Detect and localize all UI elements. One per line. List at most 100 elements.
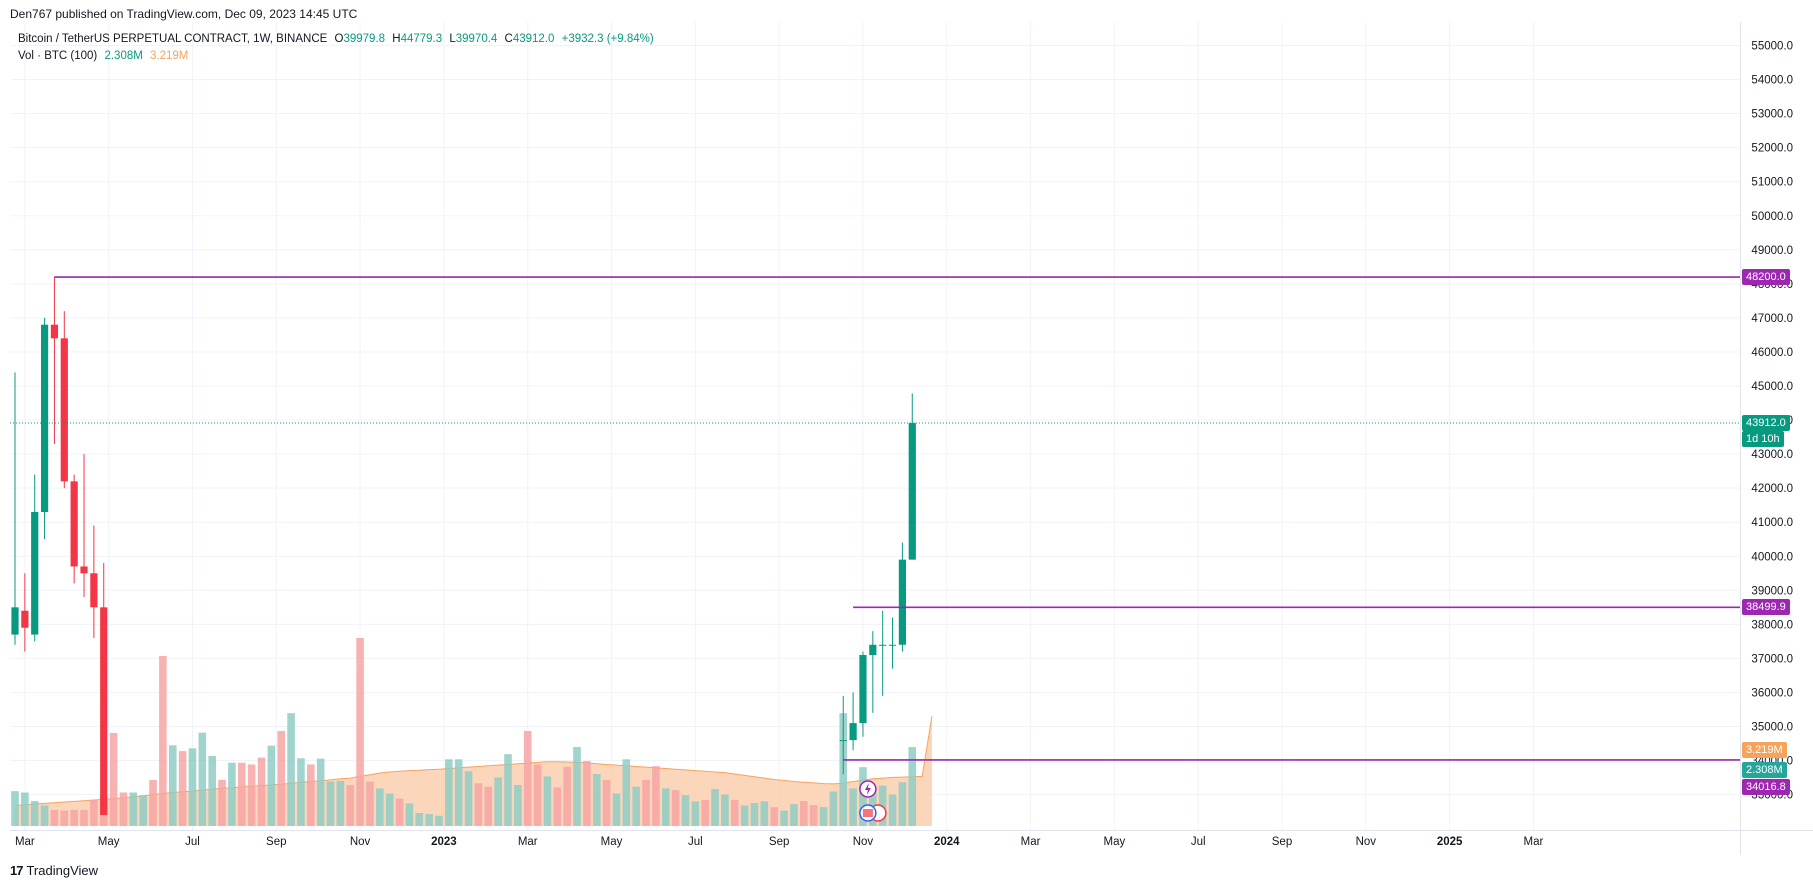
price-tick-label: 39000.0 bbox=[1751, 585, 1793, 597]
volume-bar bbox=[90, 799, 98, 826]
volume-bar bbox=[188, 748, 197, 826]
volume-bar bbox=[563, 766, 571, 826]
volume-bar bbox=[504, 754, 512, 826]
volume-bar bbox=[583, 761, 591, 826]
time-tick-label: Mar bbox=[518, 836, 538, 848]
volume-bar bbox=[681, 795, 690, 826]
volume-bar bbox=[287, 713, 295, 826]
volume-bar bbox=[218, 779, 226, 826]
volume-bar bbox=[484, 786, 493, 826]
volume-bar bbox=[740, 805, 749, 826]
price-tick-label: 41000.0 bbox=[1751, 517, 1793, 529]
volume-label: Vol · BTC (100) bbox=[18, 50, 98, 62]
volume-ma-value: 3.219M bbox=[150, 50, 189, 62]
volume-bar bbox=[661, 788, 670, 826]
time-tick-label: 2025 bbox=[1437, 836, 1463, 848]
price-tick-label: 53000.0 bbox=[1751, 109, 1793, 121]
tradingview-brand[interactable]: 17 TradingView bbox=[10, 863, 98, 878]
volume-bar bbox=[652, 766, 660, 826]
candle-body bbox=[31, 511, 39, 635]
volume-bar bbox=[898, 782, 907, 826]
volume-bar bbox=[908, 747, 917, 826]
time-tick-label: Nov bbox=[1356, 836, 1377, 848]
price-tick-label: 49000.0 bbox=[1751, 245, 1793, 257]
volume-bar bbox=[405, 803, 414, 826]
volume-bar bbox=[366, 781, 374, 826]
flag-stripes-icon bbox=[862, 809, 873, 817]
symbol-name: Bitcoin / TetherUS PERPETUAL CONTRACT, 1… bbox=[18, 33, 328, 45]
volume-bar bbox=[60, 810, 69, 826]
open-value: 39979.8 bbox=[343, 33, 386, 45]
volume-bar bbox=[888, 794, 897, 826]
time-tick-label: Mar bbox=[1021, 836, 1041, 848]
volume-bar bbox=[612, 793, 621, 826]
volume-badge: 2.308M bbox=[1742, 762, 1787, 778]
candle-body bbox=[90, 573, 98, 608]
volume-bar bbox=[70, 809, 78, 826]
close-value: 43912.0 bbox=[512, 33, 555, 45]
price-tick-label: 46000.0 bbox=[1751, 347, 1793, 359]
high-value: 44779.3 bbox=[400, 33, 443, 45]
time-tick-label: Jul bbox=[1191, 836, 1206, 848]
time-tick-label: Mar bbox=[15, 836, 35, 848]
volume-bar bbox=[435, 815, 443, 826]
volume-bar bbox=[602, 779, 611, 826]
last-price-badge: 43912.0 bbox=[1742, 415, 1790, 432]
volume-bar bbox=[346, 784, 355, 826]
volume-bar bbox=[730, 800, 739, 826]
volume-bar bbox=[307, 764, 315, 826]
time-tick-label: Jul bbox=[185, 836, 200, 848]
candle-body bbox=[21, 610, 29, 628]
volume-bar bbox=[514, 784, 522, 826]
time-tick-label: Sep bbox=[769, 836, 789, 848]
level-38499-badge: 38499.9 bbox=[1742, 599, 1790, 616]
volume-bar bbox=[543, 776, 552, 826]
volume-bar bbox=[168, 745, 177, 826]
volume-bar bbox=[247, 764, 256, 826]
volume-bar bbox=[385, 793, 394, 826]
volume-bar bbox=[474, 783, 483, 826]
volume-bar bbox=[464, 771, 473, 826]
volume-bar bbox=[800, 801, 808, 826]
candle-body bbox=[888, 644, 897, 646]
volume-bar bbox=[80, 809, 88, 826]
price-tick-label: 50000.0 bbox=[1751, 211, 1793, 223]
time-tick-label: Mar bbox=[1524, 836, 1544, 848]
volume-bar bbox=[445, 759, 453, 826]
change-value: +3932.3 (+9.84%) bbox=[561, 33, 654, 45]
volume-bar bbox=[198, 732, 207, 826]
time-tick-label: Nov bbox=[350, 836, 371, 848]
candle-body bbox=[869, 644, 877, 655]
time-tick-label: 2024 bbox=[934, 836, 960, 848]
volume-bar bbox=[415, 813, 424, 826]
volume-bar bbox=[30, 801, 39, 826]
volume-bar bbox=[267, 745, 276, 826]
volume-bar bbox=[573, 746, 581, 826]
time-tick-label: Nov bbox=[853, 836, 874, 848]
candle-body bbox=[11, 607, 19, 635]
volume-bar bbox=[395, 798, 404, 826]
price-tick-label: 55000.0 bbox=[1751, 41, 1793, 53]
price-tick-label: 47000.0 bbox=[1751, 313, 1793, 325]
volume-bar bbox=[592, 774, 601, 826]
volume-bar bbox=[642, 779, 650, 826]
volume-bar bbox=[40, 805, 49, 826]
price-tick-label: 38000.0 bbox=[1751, 619, 1793, 631]
volume-bar bbox=[829, 791, 838, 826]
level-48200-badge: 48200.0 bbox=[1742, 269, 1790, 286]
candle-body bbox=[100, 607, 108, 816]
volume-bar bbox=[50, 809, 59, 826]
price-tick-label: 37000.0 bbox=[1751, 653, 1793, 665]
time-tick-label: Jul bbox=[688, 836, 703, 848]
price-tick-label: 35000.0 bbox=[1751, 722, 1793, 734]
time-tick-label: May bbox=[98, 836, 120, 848]
candle-body bbox=[50, 324, 59, 339]
volume-bar bbox=[277, 730, 286, 826]
tradingview-logo-icon: 17 bbox=[10, 863, 24, 878]
lightning-glyph-icon bbox=[864, 783, 871, 795]
volume-bar bbox=[425, 814, 433, 826]
volume-bar bbox=[237, 762, 246, 826]
candle-body bbox=[70, 481, 78, 567]
volume-ma-line bbox=[14, 715, 933, 806]
